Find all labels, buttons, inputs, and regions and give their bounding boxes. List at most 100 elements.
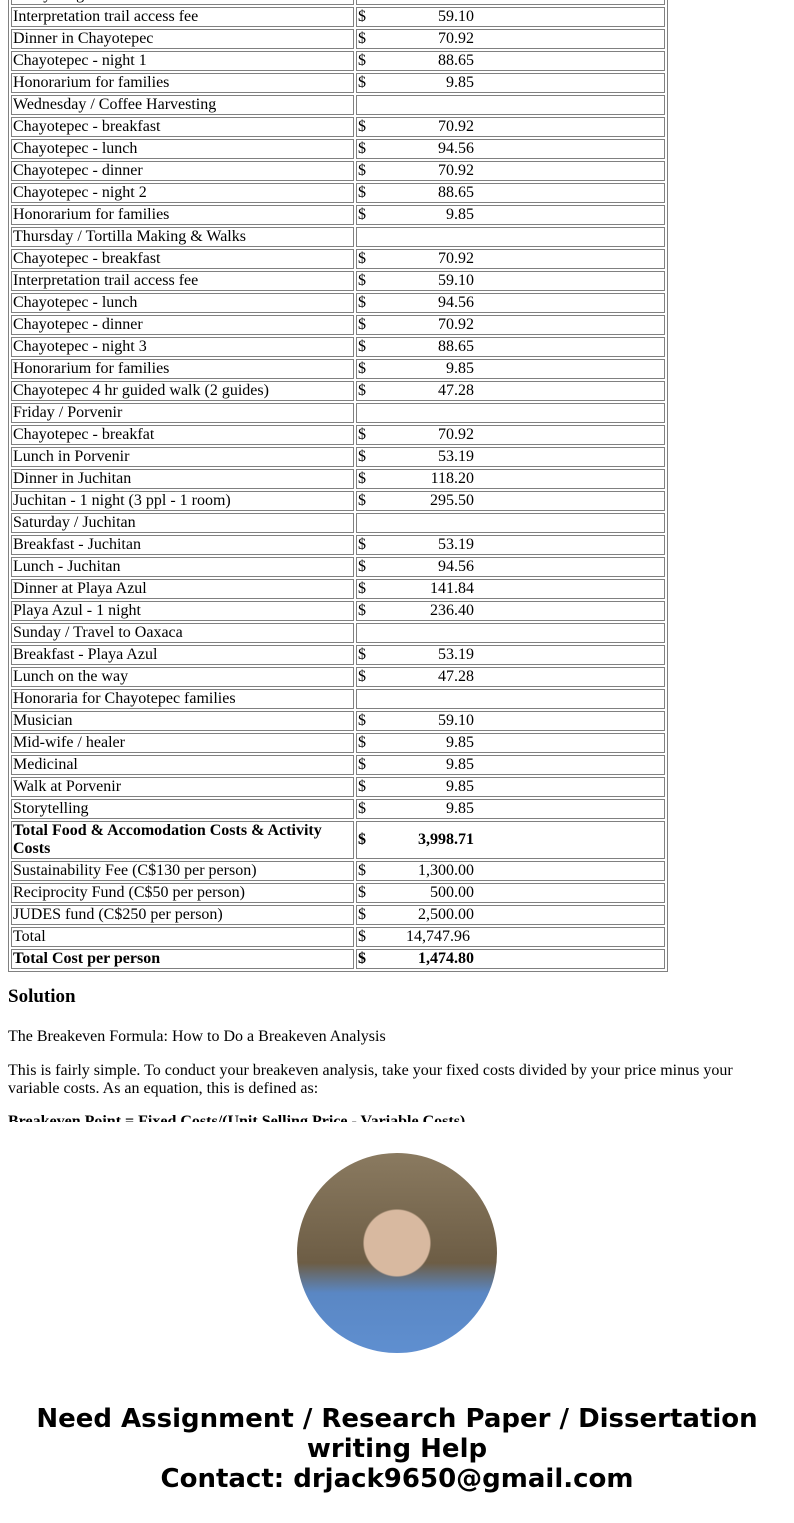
amount-value: 1,474.80	[418, 950, 474, 967]
currency-symbol: $	[358, 0, 366, 4]
currency-symbol: $	[358, 8, 366, 25]
table-row: Lunch on the way $47.28	[11, 667, 665, 687]
currency-symbol: $	[358, 906, 366, 923]
currency-symbol: $	[358, 928, 366, 945]
row-amount: $59.10	[356, 7, 665, 27]
table-row: Chayotepec - night 3 $88.65	[11, 337, 665, 357]
table-row: Chayotepec - night 2 $88.65	[11, 183, 665, 203]
amount-value: 70.92	[438, 250, 474, 267]
table-row: Lunch in Porvenir $53.19	[11, 447, 665, 467]
breakeven-formula: Breakeven Point = Fixed Costs/(Unit Sell…	[8, 1113, 466, 1122]
currency-symbol: $	[358, 448, 366, 465]
amount-value: 1,300.00	[418, 862, 474, 879]
currency-symbol: $	[358, 30, 366, 47]
currency-symbol: $	[358, 734, 366, 751]
row-amount: $141.84	[356, 579, 665, 599]
amount-value: 9.85	[446, 778, 474, 795]
row-label: Chayotepec - night 1	[11, 51, 354, 71]
table-row: Honorarium for families $9.85	[11, 205, 665, 225]
currency-symbol: $	[358, 580, 366, 597]
table-row: Sunday / Travel to Oaxaca	[11, 623, 665, 643]
footer-help-text: Need Assignment / Research Paper / Disse…	[36, 1404, 758, 1464]
row-label: Juchitan - 1 night (3 ppl - 1 room)	[11, 491, 354, 511]
table-row: Breakfast - Playa Azul $53.19	[11, 645, 665, 665]
amount-value: 70.92	[438, 162, 474, 179]
table-row: Saturday / Juchitan	[11, 513, 665, 533]
table-row: Chayotepec - breakfat $70.92	[11, 425, 665, 445]
table-row: Playa Azul - 1 night $236.40	[11, 601, 665, 621]
row-label: Chayotepec 4 hr guided walk (2 guides)	[11, 381, 354, 401]
row-label: Total Cost per person	[11, 949, 354, 969]
currency-symbol: $	[358, 950, 366, 967]
amount-value: 70.92	[438, 30, 474, 47]
table-row: Mid-wife / healer $9.85	[11, 733, 665, 753]
amount-value: 94.56	[438, 140, 474, 157]
row-label: Sustainability Fee (C$130 per person)	[11, 861, 354, 881]
amount-value: 9.85	[446, 734, 474, 751]
row-label: Interpretation trail access fee	[11, 7, 354, 27]
row-label: Medicinal	[11, 755, 354, 775]
currency-symbol: $	[358, 800, 366, 817]
amount-value: 59.10	[438, 712, 474, 729]
table-row: Everything$9.85	[11, 0, 665, 5]
row-label: Playa Azul - 1 night	[11, 601, 354, 621]
row-amount: $53.19	[356, 447, 665, 467]
row-label: Wednesday / Coffee Harvesting	[11, 95, 354, 115]
row-label: Chayotepec - breakfat	[11, 425, 354, 445]
currency-symbol: $	[358, 831, 366, 848]
table-row: Wednesday / Coffee Harvesting	[11, 95, 665, 115]
amount-value: 53.19	[438, 448, 474, 465]
currency-symbol: $	[358, 536, 366, 553]
currency-symbol: $	[358, 470, 366, 487]
row-label: Walk at Porvenir	[11, 777, 354, 797]
currency-symbol: $	[358, 74, 366, 91]
table-row: Total Food & Accomodation Costs & Activi…	[11, 821, 665, 859]
row-label: Total	[11, 927, 354, 947]
row-amount: $14,747.96	[356, 927, 665, 947]
row-amount: $9.85	[356, 733, 665, 753]
table-row: Chayotepec - dinner $70.92	[11, 161, 665, 181]
row-amount: $1,300.00	[356, 861, 665, 881]
currency-symbol: $	[358, 712, 366, 729]
currency-symbol: $	[358, 668, 366, 685]
row-label: Dinner in Chayotepec	[11, 29, 354, 49]
row-label: Lunch on the way	[11, 667, 354, 687]
row-label: Chayotepec - dinner	[11, 161, 354, 181]
amount-value: 9.85	[446, 74, 474, 91]
table-row: Storytelling $9.85	[11, 799, 665, 819]
cost-table: Everything$9.85 Interpretation trail acce…	[8, 0, 668, 972]
table-row: Chayotepec - dinner $70.92	[11, 315, 665, 335]
row-amount: $88.65	[356, 337, 665, 357]
amount-value: 9.85	[446, 756, 474, 773]
table-row: Sustainability Fee (C$130 per person) $1,…	[11, 861, 665, 881]
table-row: JUDES fund (C$250 per person) $2,500.00	[11, 905, 665, 925]
amount-value: 53.19	[438, 536, 474, 553]
currency-symbol: $	[358, 250, 366, 267]
row-amount: $3,998.71	[356, 821, 665, 859]
table-row: Breakfast - Juchitan $53.19	[11, 535, 665, 555]
amount-value: 70.92	[438, 426, 474, 443]
table-row: Musician $59.10	[11, 711, 665, 731]
row-amount	[356, 95, 665, 115]
row-amount	[356, 513, 665, 533]
amount-value: 88.65	[438, 52, 474, 69]
row-label: Breakfast - Juchitan	[11, 535, 354, 555]
row-label: Honorarium for families	[11, 359, 354, 379]
currency-symbol: $	[358, 52, 366, 69]
table-row: Walk at Porvenir $9.85	[11, 777, 665, 797]
row-label: Dinner in Juchitan	[11, 469, 354, 489]
row-amount: $70.92	[356, 29, 665, 49]
row-amount: $70.92	[356, 117, 665, 137]
currency-symbol: $	[358, 884, 366, 901]
row-amount: $53.19	[356, 535, 665, 555]
table-row: Dinner in Juchitan $118.20	[11, 469, 665, 489]
amount-value: 500.00	[430, 884, 474, 901]
footer-banner: Need Assignment / Research Paper / Disse…	[0, 1404, 794, 1494]
row-label: Thursday / Tortilla Making & Walks	[11, 227, 354, 247]
currency-symbol: $	[358, 206, 366, 223]
solution-subtitle: The Breakeven Formula: How to Do a Break…	[8, 1028, 386, 1045]
table-row: Dinner in Chayotepec $70.92	[11, 29, 665, 49]
table-row: Total Cost per person $1,474.80	[11, 949, 665, 969]
row-amount: $47.28	[356, 667, 665, 687]
row-label: Dinner at Playa Azul	[11, 579, 354, 599]
